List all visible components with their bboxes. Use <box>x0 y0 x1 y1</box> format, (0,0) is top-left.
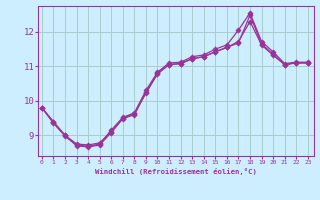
X-axis label: Windchill (Refroidissement éolien,°C): Windchill (Refroidissement éolien,°C) <box>95 168 257 175</box>
